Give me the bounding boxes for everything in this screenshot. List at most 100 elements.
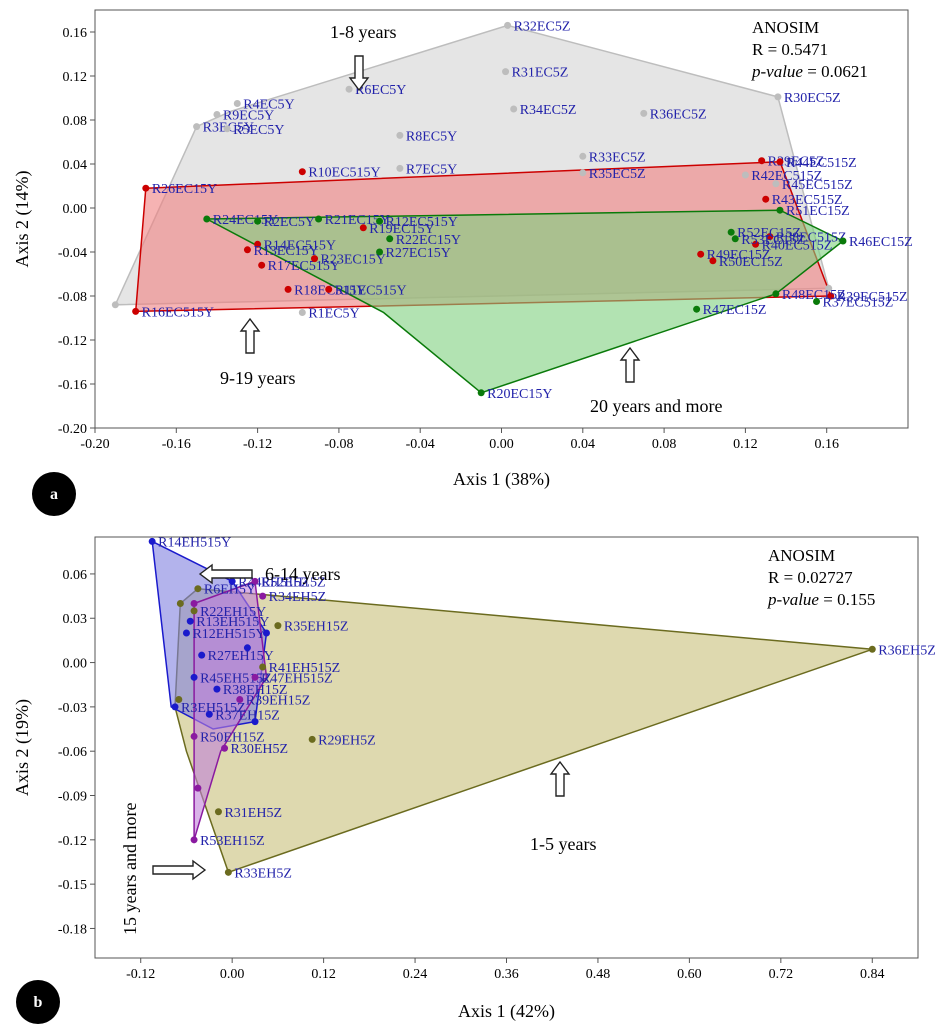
- point-label: R35EC5Z: [589, 167, 646, 182]
- y-tick-label: 0.16: [63, 26, 88, 41]
- x-tick-label: 0.60: [677, 967, 702, 982]
- data-point: [262, 629, 270, 637]
- data-point: [772, 180, 780, 188]
- anosim-p: p-value = 0.155: [767, 590, 875, 609]
- x-tick-label: -0.12: [243, 437, 272, 452]
- data-point: [502, 68, 510, 76]
- y-tick-label: -0.04: [58, 246, 87, 261]
- annotation-arrow: [549, 760, 571, 797]
- y-tick-label: 0.00: [63, 657, 88, 672]
- y-tick-label: -0.20: [58, 422, 87, 437]
- point-label: R7EC5Y: [406, 162, 457, 177]
- data-point: [766, 233, 774, 241]
- x-tick-label: 0.48: [586, 967, 611, 982]
- point-label: R38EC515Z: [776, 231, 847, 246]
- point-label: R37EC515Z: [823, 296, 894, 311]
- y-tick-label: -0.12: [58, 334, 87, 349]
- panel-badge: [16, 980, 60, 1024]
- data-point: [359, 224, 367, 232]
- y-tick-label: -0.06: [58, 745, 87, 760]
- data-point: [233, 100, 241, 107]
- annotation-arrow: [198, 563, 253, 585]
- data-point: [213, 685, 221, 693]
- data-point: [214, 808, 222, 816]
- data-point: [194, 784, 202, 792]
- point-label: R12EC515Y: [386, 215, 458, 230]
- point-label: R26EC15Y: [152, 182, 217, 197]
- point-label: R47EH515Z: [261, 671, 333, 686]
- data-point: [171, 703, 179, 711]
- x-tick-label: -0.08: [324, 437, 353, 452]
- point-label: R39EH15Z: [246, 693, 311, 708]
- x-tick-label: 0.84: [860, 967, 885, 982]
- annotation-arrow: [348, 55, 370, 92]
- data-point: [182, 629, 190, 637]
- point-label: R40EC515Z: [762, 238, 833, 253]
- data-point: [727, 228, 735, 236]
- p-value-label: p-value: [767, 590, 819, 609]
- data-point: [827, 292, 835, 300]
- data-point: [868, 645, 876, 653]
- data-point: [709, 257, 717, 265]
- data-point: [243, 246, 251, 254]
- panel-letter: b: [34, 994, 43, 1011]
- data-point: [175, 695, 183, 703]
- data-point: [693, 305, 701, 313]
- data-point: [510, 105, 518, 113]
- point-label: R13EC15Y: [253, 244, 318, 259]
- point-label: R27EC15Y: [386, 246, 451, 261]
- point-label: R11EC515Y: [335, 283, 407, 298]
- panel-b: R36EH5Z R31EH5Z R33EH5Z R29EH5Z R35EH15Z R41E…: [12, 535, 936, 1024]
- x-tick-label: 0.00: [489, 437, 514, 452]
- x-tick-label: 0.12: [311, 967, 336, 982]
- x-tick-label: 0.08: [652, 437, 677, 452]
- point-label: R8EC5Y: [406, 129, 457, 144]
- data-point: [190, 836, 198, 844]
- point-label: R32EC5Z: [514, 19, 571, 34]
- x-tick-label: -0.16: [162, 437, 191, 452]
- y-tick-label: 0.12: [63, 70, 88, 85]
- point-label: R50EH15Z: [200, 730, 265, 745]
- group-annotation: 6-14 years: [265, 564, 340, 584]
- point-label: R23EC15Y: [321, 253, 386, 268]
- point-label: R49EC15Z: [707, 248, 771, 263]
- point-label: R14EH515Y: [158, 535, 231, 550]
- point-label: R4EC5Y: [243, 98, 294, 113]
- point-label: R48EC15Z: [782, 288, 846, 303]
- data-point: [315, 215, 323, 223]
- point-label: R20EC15Y: [487, 387, 552, 402]
- data-point: [298, 309, 306, 316]
- point-label: R36EH5Z: [878, 643, 936, 658]
- data-point: [274, 622, 282, 630]
- data-point: [190, 599, 198, 607]
- data-point: [148, 537, 156, 545]
- annotation-arrow: [152, 859, 207, 881]
- data-point: [579, 152, 587, 160]
- group-annotation: 1-8 years: [330, 22, 396, 42]
- data-point: [396, 131, 404, 139]
- data-point: [345, 85, 353, 93]
- anosim-p: p-value = 0.0621: [751, 62, 868, 81]
- data-point: [259, 663, 267, 671]
- point-label: R33EH5Z: [234, 866, 292, 881]
- data-point: [697, 250, 705, 258]
- data-point: [839, 237, 847, 245]
- data-point: [243, 644, 251, 652]
- data-point: [190, 732, 198, 740]
- annotation-arrow: [239, 317, 261, 354]
- y-tick-label: -0.08: [58, 290, 87, 305]
- point-label: R53EC15Z: [741, 233, 805, 248]
- data-point: [731, 235, 739, 243]
- data-point: [579, 169, 587, 177]
- data-point: [254, 217, 262, 225]
- data-point: [776, 158, 784, 166]
- y-tick-label: -0.18: [58, 922, 87, 937]
- data-point: [190, 673, 198, 681]
- point-label: R27EH15Y: [208, 649, 274, 664]
- group-annotation: 15 years and more: [120, 803, 140, 935]
- point-label: R37EH15Z: [215, 708, 280, 723]
- point-label: R42EC515Z: [751, 169, 822, 184]
- x-tick-label: 0.36: [494, 967, 519, 982]
- data-point: [251, 718, 259, 726]
- data-point: [376, 248, 384, 256]
